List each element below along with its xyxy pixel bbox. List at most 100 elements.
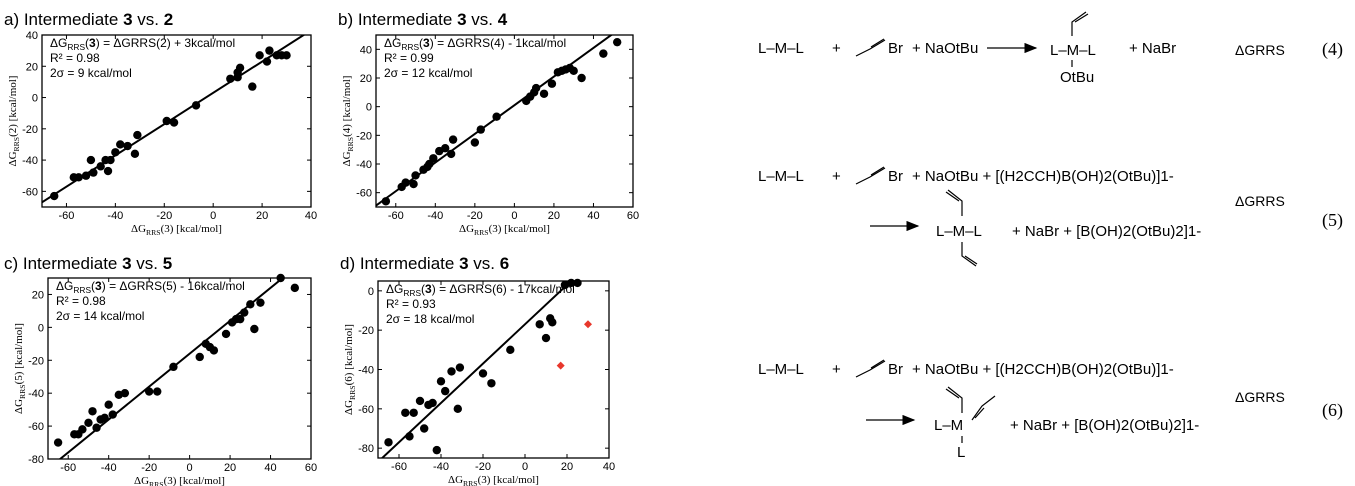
data-point	[221, 329, 231, 339]
data-point	[478, 369, 488, 378]
data-point	[256, 298, 265, 307]
fit-line	[58, 278, 285, 459]
data-point	[111, 148, 120, 157]
x-axis-label: ΔGRRS(3) [kcal/mol]	[448, 474, 539, 486]
data-point	[248, 82, 257, 91]
equation-6: L–M–L + Br + NaOtBu + [(H2CCH)B(OH)2(OtB…	[758, 359, 1343, 461]
data-point	[84, 418, 93, 427]
eq5-dg: ΔGRRS	[1235, 193, 1285, 209]
data-point	[120, 388, 130, 398]
panel-title: c) Intermediate 3 vs. 5	[4, 254, 172, 273]
y-tick-label: -60	[22, 186, 38, 198]
x-tick-label: 20	[256, 210, 268, 222]
data-point	[162, 116, 171, 126]
data-point	[103, 166, 113, 176]
data-point	[599, 49, 608, 58]
x-tick-label: -60	[391, 461, 407, 473]
x-tick-label: 20	[548, 210, 560, 222]
eq6-plus: +	[832, 361, 841, 378]
data-point	[447, 367, 456, 376]
data-point	[612, 37, 622, 47]
data-point	[401, 408, 410, 417]
data-point	[235, 314, 245, 324]
x-tick-label: 0	[210, 210, 216, 222]
data-point	[153, 387, 162, 396]
x-tick-label: 60	[627, 210, 639, 222]
data-point	[246, 300, 255, 309]
y-tick-label: 0	[368, 286, 374, 298]
eq5-plus: +	[832, 168, 841, 185]
data-point	[191, 101, 201, 110]
equation-4: L–M–L + Br + NaOtBu L–M–L OtBu + NaBr ΔG…	[758, 11, 1343, 86]
data-point	[240, 308, 249, 317]
x-tick-label: 40	[305, 210, 317, 222]
y-tick-label: 20	[32, 289, 44, 301]
eq5-number: (5)	[1322, 210, 1343, 231]
data-point	[96, 162, 105, 171]
y-tick-label: -20	[22, 124, 38, 136]
y-axis-label: ΔGRRS(4) [kcal/mol]	[341, 76, 355, 167]
fit-annotation: 2σ = 14 kcal/mol	[56, 309, 144, 323]
eq4-dg: ΔGRRS	[1235, 42, 1285, 58]
data-point	[169, 362, 178, 372]
x-axis-label: ΔGRRS(3) [kcal/mol]	[131, 223, 222, 237]
data-point	[262, 57, 272, 66]
x-tick-label: 0	[511, 210, 517, 222]
eq4-reactants: + NaOtBu	[912, 40, 978, 57]
eq5-reactants: + NaOtBu + [(H2CCH)B(OH)2(OtBu)]1-	[912, 168, 1174, 185]
data-point	[432, 445, 441, 455]
eq6-number: (6)	[1322, 400, 1343, 421]
scatter-panel-c: c) Intermediate 3 vs. 5 -60 -40 -20 0 20 40 60 -…	[4, 254, 317, 486]
data-point	[411, 171, 420, 180]
y-axis-label: ΔGRRS(5) [kcal/mol]	[13, 323, 27, 414]
data-point	[487, 379, 496, 388]
y-tick-label: -20	[358, 325, 374, 337]
outlier-point	[584, 320, 592, 329]
panel-title: d) Intermediate 3 vs. 6	[340, 254, 509, 273]
y-tick-label: -40	[356, 159, 372, 171]
data-point	[78, 425, 87, 434]
data-point	[506, 345, 515, 355]
data-point	[108, 410, 117, 419]
x-tick-label: -60	[388, 210, 404, 222]
scatter-panel-d: d) Intermediate 3 vs. 6 -60 -40 -20 0 20 40 -80…	[340, 254, 615, 486]
y-tick-label: 0	[32, 93, 38, 105]
data-point	[235, 63, 245, 73]
x-tick-label: -20	[475, 461, 491, 473]
data-point	[409, 179, 418, 189]
data-point	[547, 79, 557, 88]
plot-frame	[375, 34, 634, 208]
fit-annotation: ΔGRRS(3) = ΔGRRS(6) - 17kcal/mol	[386, 282, 575, 298]
data-point	[133, 130, 142, 140]
x-axis-label: ΔGRRS(3) [kcal/mol]	[134, 475, 225, 486]
data-point	[74, 173, 83, 182]
x-tick-label: -40	[101, 462, 117, 474]
plot-frame	[41, 34, 312, 208]
eq5-lml: L–M–L	[758, 168, 804, 185]
eq5-byproducts: + NaBr + [B(OH)2(OtBu)2]1-	[1012, 223, 1201, 240]
x-tick-label: 20	[561, 461, 573, 473]
panel-title: b) Intermediate 3 vs. 4	[338, 10, 508, 29]
data-point	[455, 363, 465, 372]
data-point	[415, 396, 425, 406]
eq4-lml: L–M–L	[758, 40, 804, 57]
y-tick-label: 40	[26, 30, 38, 42]
fit-annotation: R² = 0.93	[386, 297, 436, 311]
data-point	[429, 154, 438, 163]
y-tick-label: -40	[358, 365, 374, 377]
data-point	[106, 155, 115, 165]
eq5-product-vinyl-bottom	[961, 242, 978, 267]
y-tick-label: -80	[28, 454, 44, 466]
x-tick-label: -40	[433, 461, 449, 473]
data-point	[577, 73, 586, 83]
x-tick-label: -60	[60, 462, 76, 474]
y-tick-label: -60	[358, 404, 374, 416]
eq6-product-vinyl-top	[945, 386, 963, 413]
eq5-product-vinyl-top	[945, 189, 963, 216]
eq6-product-l: L	[957, 444, 965, 461]
data-point	[88, 407, 97, 416]
data-point	[89, 168, 98, 177]
y-tick-label: 0	[366, 102, 372, 114]
outlier-point	[556, 361, 565, 370]
eq6-reactants: + NaOtBu + [(H2CCH)B(OH)2(OtBu)]1-	[912, 361, 1174, 378]
